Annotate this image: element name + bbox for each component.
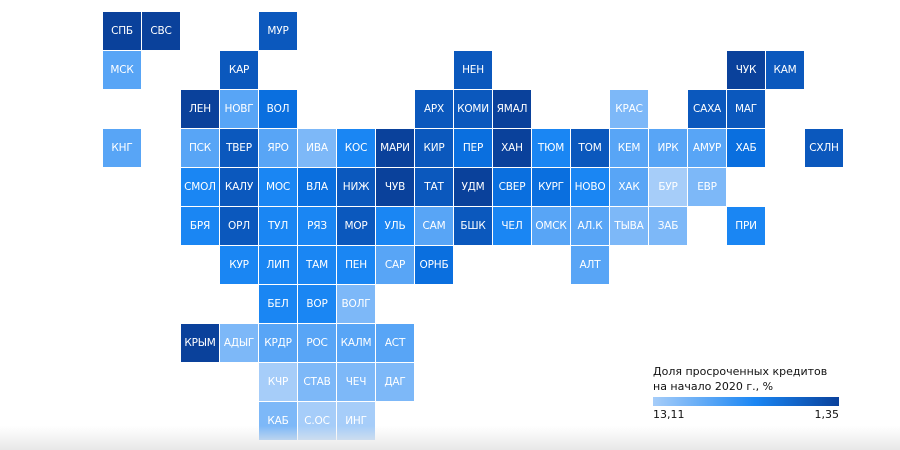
region-tile[interactable]: НОВО (571, 168, 609, 206)
region-tile[interactable]: ЯРО (259, 129, 297, 167)
region-tile[interactable]: ЧУВ (376, 168, 414, 206)
region-tile[interactable]: ЗАБ (649, 207, 687, 245)
region-tile[interactable]: МУР (259, 12, 297, 50)
region-tile[interactable]: БУР (649, 168, 687, 206)
region-tile[interactable]: АЛТ (571, 246, 609, 284)
region-tile[interactable]: БЕЛ (259, 285, 297, 323)
region-tile[interactable]: СПБ (103, 12, 141, 50)
region-tile[interactable]: САХА (688, 90, 726, 128)
region-tile[interactable]: РЯЗ (298, 207, 336, 245)
region-tile[interactable]: ТУЛ (259, 207, 297, 245)
region-tile[interactable]: ИРК (649, 129, 687, 167)
region-tile[interactable]: АЛ.К (571, 207, 609, 245)
region-tile[interactable]: КУР (220, 246, 258, 284)
region-tile[interactable]: ТВЕР (220, 129, 258, 167)
region-tile[interactable]: УДМ (454, 168, 492, 206)
region-tile[interactable]: ЛИП (259, 246, 297, 284)
region-tile[interactable]: ХАН (493, 129, 531, 167)
region-tile[interactable]: ВОЛ (259, 90, 297, 128)
region-tile[interactable]: КРЫМ (181, 324, 219, 362)
region-tile[interactable]: ПРИ (727, 207, 765, 245)
region-tile[interactable]: ЧЕЛ (493, 207, 531, 245)
region-tile[interactable]: БРЯ (181, 207, 219, 245)
region-tile[interactable]: МАРИ (376, 129, 414, 167)
region-tile[interactable]: ТЮМ (532, 129, 570, 167)
region-tile[interactable]: ПЕР (454, 129, 492, 167)
region-tile[interactable]: СТАВ (298, 363, 336, 401)
region-tile[interactable]: ИВА (298, 129, 336, 167)
region-tile[interactable]: КИР (415, 129, 453, 167)
region-tile[interactable]: КНГ (103, 129, 141, 167)
region-tile[interactable]: КРДР (259, 324, 297, 362)
region-tile[interactable]: МОС (259, 168, 297, 206)
region-tile[interactable]: УЛЬ (376, 207, 414, 245)
region-tile[interactable]: ВЛА (298, 168, 336, 206)
region-tile[interactable]: МОР (337, 207, 375, 245)
region-tile[interactable]: РОС (298, 324, 336, 362)
region-tile[interactable]: ЛЕН (181, 90, 219, 128)
region-tile[interactable]: ОРНБ (415, 246, 453, 284)
region-tile[interactable]: МСК (103, 51, 141, 89)
region-tile[interactable]: ХАК (610, 168, 648, 206)
region-tile[interactable]: ПСК (181, 129, 219, 167)
legend-max-label: 1,35 (814, 408, 840, 421)
region-tile[interactable]: НЕН (454, 51, 492, 89)
region-tile[interactable]: ЧЕЧ (337, 363, 375, 401)
region-tile[interactable]: ВОЛГ (337, 285, 375, 323)
region-tile[interactable]: КУРГ (532, 168, 570, 206)
region-tile[interactable]: АДЫГ (220, 324, 258, 362)
region-tile[interactable]: КОС (337, 129, 375, 167)
region-tile[interactable]: НОВГ (220, 90, 258, 128)
region-tile[interactable]: САР (376, 246, 414, 284)
region-tile[interactable]: КАМ (766, 51, 804, 89)
region-tile[interactable]: АСТ (376, 324, 414, 362)
region-tile[interactable]: СХЛН (805, 129, 843, 167)
region-tile[interactable]: ТАТ (415, 168, 453, 206)
region-tile[interactable]: ОРЛ (220, 207, 258, 245)
region-tile[interactable]: НИЖ (337, 168, 375, 206)
region-tile[interactable]: ЯМАЛ (493, 90, 531, 128)
legend-min-label: 13,11 (653, 408, 685, 421)
region-tile[interactable]: ТАМ (298, 246, 336, 284)
region-tile[interactable]: КАР (220, 51, 258, 89)
region-tile[interactable]: САМ (415, 207, 453, 245)
bottom-fade (0, 426, 900, 450)
region-tile[interactable]: КЧР (259, 363, 297, 401)
region-tile[interactable]: МАГ (727, 90, 765, 128)
region-tile[interactable]: КОМИ (454, 90, 492, 128)
region-tile[interactable]: ТЫВА (610, 207, 648, 245)
region-tile[interactable]: ДАГ (376, 363, 414, 401)
region-tile[interactable]: ЕВР (688, 168, 726, 206)
region-tile[interactable]: СМОЛ (181, 168, 219, 206)
region-tile[interactable]: БШК (454, 207, 492, 245)
region-tile[interactable]: ТОМ (571, 129, 609, 167)
region-tile[interactable]: ХАБ (727, 129, 765, 167)
region-tile[interactable]: СВЕР (493, 168, 531, 206)
legend-title: Доля просроченных кредитов на начало 202… (653, 365, 828, 393)
region-tile[interactable]: КРАС (610, 90, 648, 128)
color-legend: Доля просроченных кредитов на начало 202… (653, 364, 839, 421)
region-tile[interactable]: КАЛМ (337, 324, 375, 362)
region-tile[interactable]: АРХ (415, 90, 453, 128)
region-tile[interactable]: ЧУК (727, 51, 765, 89)
region-tile[interactable]: СВС (142, 12, 180, 50)
region-tile[interactable]: ПЕН (337, 246, 375, 284)
region-tile[interactable]: АМУР (688, 129, 726, 167)
region-tile[interactable]: КЕМ (610, 129, 648, 167)
legend-gradient-bar (653, 397, 839, 406)
region-tile[interactable]: ОМСК (532, 207, 570, 245)
region-tile[interactable]: КАЛУ (220, 168, 258, 206)
region-tile[interactable]: ВОР (298, 285, 336, 323)
